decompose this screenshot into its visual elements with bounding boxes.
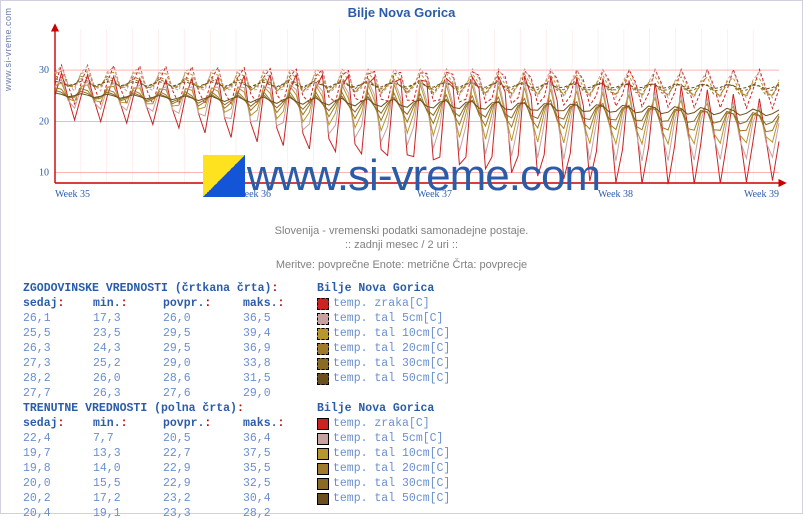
table-row: 20,015,522,932,5 [23,476,313,491]
svg-text:30: 30 [39,65,49,76]
section-heading: ZGODOVINSKE VREDNOSTI (črtkana črta): [23,281,313,296]
legend-label: temp. tal 10cm[C] [333,327,450,340]
table-row: 25,523,529,539,4 [23,326,313,341]
historic-section: ZGODOVINSKE VREDNOSTI (črtkana črta):sed… [23,281,450,401]
table-row: 20,217,223,230,4 [23,491,313,506]
legend-label: temp. tal 10cm[C] [333,447,450,460]
table-row: 27,325,229,033,8 [23,356,313,371]
legend-item: temp. tal 10cm[C] [317,326,450,341]
value-table: TRENUTNE VREDNOSTI (polna črta):sedaj:mi… [23,401,313,521]
table-row: 26,117,326,036,5 [23,311,313,326]
table-header: sedaj:min.:povpr.:maks.: [23,296,313,311]
current-section: TRENUTNE VREDNOSTI (polna črta):sedaj:mi… [23,401,450,521]
table-row: 26,324,329,536,9 [23,341,313,356]
legend-item: temp. tal 30cm[C] [317,356,450,371]
legend-label: temp. tal 5cm[C] [333,432,443,445]
legend-item: temp. tal 20cm[C] [317,341,450,356]
section-heading: TRENUTNE VREDNOSTI (polna črta): [23,401,313,416]
data-tables: ZGODOVINSKE VREDNOSTI (črtkana črta):sed… [23,281,450,521]
table-row: 19,713,322,737,5 [23,446,313,461]
legend-label: temp. zraka[C] [333,417,430,430]
legend-item: temp. tal 50cm[C] [317,371,450,386]
legend-title: Bilje Nova Gorica [317,401,450,416]
caption-line-2: :: zadnji mesec / 2 uri :: [1,239,802,251]
table-row: 22,47,720,536,4 [23,431,313,446]
line-chart: 10 20 30 Week 35 Week 36 Week 37 Week 38 Week 3… [29,23,789,203]
legend-item: temp. tal 20cm[C] [317,461,450,476]
legend: Bilje Nova Goricatemp. zraka[C] temp. tal… [317,281,450,386]
legend-item: temp. tal 5cm[C] [317,311,450,326]
legend-item: temp. tal 30cm[C] [317,476,450,491]
swatch-icon [317,493,329,505]
table-row: 27,726,327,629,0 [23,386,313,401]
legend-label: temp. tal 20cm[C] [333,342,450,355]
table-row: 19,814,022,935,5 [23,461,313,476]
legend-label: temp. tal 50cm[C] [333,372,450,385]
legend-label: temp. zraka[C] [333,297,430,310]
swatch-icon [317,373,329,385]
legend-label: temp. tal 5cm[C] [333,312,443,325]
swatch-icon [317,328,329,340]
chart-area: 10 20 30 Week 35 Week 36 Week 37 Week 38 Week 3… [29,23,789,203]
legend-title: Bilje Nova Gorica [317,281,450,296]
svg-text:10: 10 [39,168,49,179]
swatch-icon [317,343,329,355]
table-header: sedaj:min.:povpr.:maks.: [23,416,313,431]
legend-item: temp. tal 50cm[C] [317,491,450,506]
legend: Bilje Nova Goricatemp. zraka[C] temp. tal… [317,401,450,506]
table-row: 28,226,028,631,5 [23,371,313,386]
svg-text:Week 36: Week 36 [236,189,271,200]
value-table: ZGODOVINSKE VREDNOSTI (črtkana črta):sed… [23,281,313,401]
legend-item: temp. tal 10cm[C] [317,446,450,461]
legend-label: temp. tal 30cm[C] [333,477,450,490]
swatch-icon [317,298,329,310]
legend-item: temp. tal 5cm[C] [317,431,450,446]
svg-text:Week 39: Week 39 [744,189,779,200]
swatch-icon [317,313,329,325]
swatch-icon [317,418,329,430]
swatch-icon [317,463,329,475]
swatch-icon [317,433,329,445]
legend-label: temp. tal 20cm[C] [333,462,450,475]
svg-text:Week 37: Week 37 [417,189,452,200]
legend-item: temp. zraka[C] [317,296,450,311]
swatch-icon [317,448,329,460]
legend-item: temp. zraka[C] [317,416,450,431]
swatch-icon [317,358,329,370]
caption-line-1: Slovenija - vremenski podatki samonadejn… [1,225,802,237]
legend-label: temp. tal 30cm[C] [333,357,450,370]
svg-text:Week 38: Week 38 [598,189,633,200]
svg-text:20: 20 [39,116,49,127]
side-label: www.si-vreme.com [3,7,13,91]
caption-line-3: Meritve: povprečne Enote: metrične Črta:… [1,259,802,271]
legend-label: temp. tal 50cm[C] [333,492,450,505]
page: Bilje Nova Gorica www.si-vreme.com 10 20 3… [1,1,802,513]
chart-title: Bilje Nova Gorica [1,1,802,20]
svg-text:Week 35: Week 35 [55,189,90,200]
swatch-icon [317,478,329,490]
